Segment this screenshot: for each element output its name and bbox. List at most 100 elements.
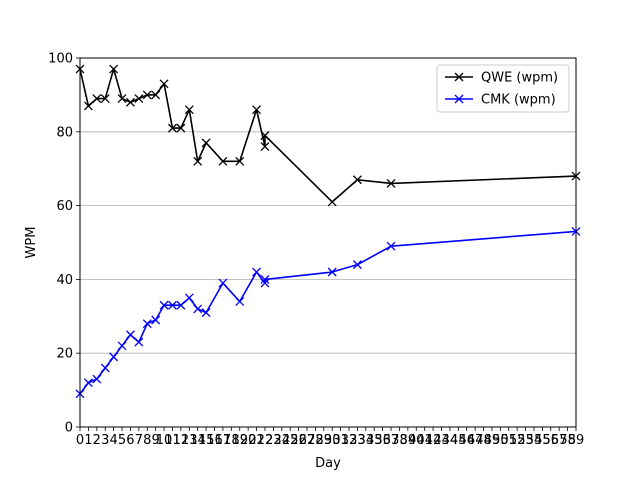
x-tick-label: 12 — [173, 433, 190, 448]
data-point — [260, 274, 270, 284]
y-tick-label: 100 — [48, 52, 73, 67]
data-point — [83, 101, 93, 111]
data-point — [142, 319, 152, 329]
data-point — [184, 105, 194, 115]
y-axis-label: WPM — [24, 227, 39, 259]
data-point — [235, 297, 245, 306]
x-tick-label: 52 — [509, 433, 526, 448]
x-tick-label: 37 — [383, 433, 400, 448]
x-tick-label: 19 — [231, 433, 248, 448]
data-point — [193, 156, 203, 166]
x-tick-label: 44 — [442, 433, 459, 448]
data-point — [168, 300, 177, 310]
data-point — [386, 179, 396, 188]
x-tick-label: 35 — [366, 433, 383, 448]
data-point — [125, 330, 135, 340]
x-tick-label: 5 — [118, 433, 126, 448]
y-tick-label: 40 — [56, 273, 73, 288]
data-point — [201, 138, 211, 148]
data-point — [100, 363, 110, 373]
x-tick-label: 55 — [534, 433, 551, 448]
data-point — [327, 267, 337, 277]
data-point — [134, 337, 144, 347]
x-tick-label: 34 — [358, 433, 375, 448]
data-point — [117, 341, 127, 351]
data-point — [100, 94, 110, 104]
x-tick-label: 7 — [135, 433, 143, 448]
data-point — [352, 260, 362, 270]
y-tick-label: 0 — [65, 421, 73, 436]
x-tick-label: 11 — [164, 433, 181, 448]
x-tick-label: 15 — [198, 433, 215, 448]
x-tick-label: 30 — [324, 433, 341, 448]
data-point — [235, 156, 245, 166]
x-tick-label: 59 — [568, 433, 585, 448]
series-layer — [75, 64, 581, 399]
x-tick-label: 8 — [143, 433, 151, 448]
x-axis-label: Day — [315, 456, 341, 471]
data-point — [260, 131, 270, 140]
data-point — [151, 315, 161, 325]
x-tick-label: 26 — [290, 433, 307, 448]
data-point — [218, 156, 228, 166]
x-tick-label: 57 — [551, 433, 568, 448]
data-point — [252, 267, 262, 277]
x-tick-label: 50 — [492, 433, 509, 448]
x-tick-label: 29 — [316, 433, 333, 448]
data-point — [92, 94, 102, 104]
data-point — [352, 175, 362, 185]
x-tick-label: 22 — [257, 433, 274, 448]
x-tick-label: 47 — [467, 433, 484, 448]
x-tick-label: 27 — [299, 433, 316, 448]
data-point — [201, 308, 211, 318]
x-tick-label: 0 — [76, 433, 84, 448]
x-tick-label: 53 — [517, 433, 534, 448]
x-tick-label: 14 — [189, 433, 206, 448]
x-tick-label: 9 — [152, 433, 160, 448]
x-tick-label: 24 — [273, 433, 290, 448]
legend-marker — [454, 72, 464, 82]
x-tick-label: 33 — [349, 433, 366, 448]
data-point — [260, 278, 270, 288]
x-tick-label: 20 — [240, 433, 257, 448]
x-tick-label: 39 — [400, 433, 417, 448]
x-tick-label: 13 — [181, 433, 198, 448]
x-tick-label: 46 — [458, 433, 475, 448]
x-tick-label: 23 — [265, 433, 282, 448]
data-point — [260, 142, 270, 152]
x-tick-label: 2 — [93, 433, 101, 448]
y-tick-label: 60 — [56, 199, 73, 214]
x-tick-label: 40 — [408, 433, 425, 448]
y-tick-label: 80 — [56, 125, 73, 140]
x-tick-label: 18 — [223, 433, 240, 448]
x-tick-label: 45 — [450, 433, 467, 448]
x-tick-label: 51 — [500, 433, 517, 448]
x-tick-label: 48 — [475, 433, 492, 448]
data-point — [92, 374, 102, 384]
data-point — [176, 300, 186, 310]
data-point — [109, 64, 119, 74]
y-tick-label: 20 — [56, 347, 73, 362]
x-tick-label: 43 — [433, 433, 450, 448]
x-tick-label: 4 — [109, 433, 117, 448]
x-tick-label: 6 — [126, 433, 134, 448]
data-point — [184, 293, 194, 303]
plot-frame — [79, 57, 577, 428]
x-tick-label: 16 — [206, 433, 223, 448]
x-tick-label: 54 — [526, 433, 543, 448]
x-tick-label: 1 — [84, 433, 92, 448]
legend-label: CMK (wpm) — [481, 93, 556, 108]
x-tick-label: 42 — [425, 433, 442, 448]
x-tick-label: 49 — [484, 433, 501, 448]
data-point — [117, 94, 127, 104]
data-point — [151, 90, 161, 100]
data-point — [83, 378, 93, 388]
x-tick-label: 32 — [341, 433, 358, 448]
legend-label: QWE (wpm) — [481, 71, 558, 86]
data-point — [109, 352, 119, 362]
data-point — [386, 241, 396, 251]
x-tick-label: 36 — [374, 433, 391, 448]
x-tick-label: 10 — [156, 433, 173, 448]
